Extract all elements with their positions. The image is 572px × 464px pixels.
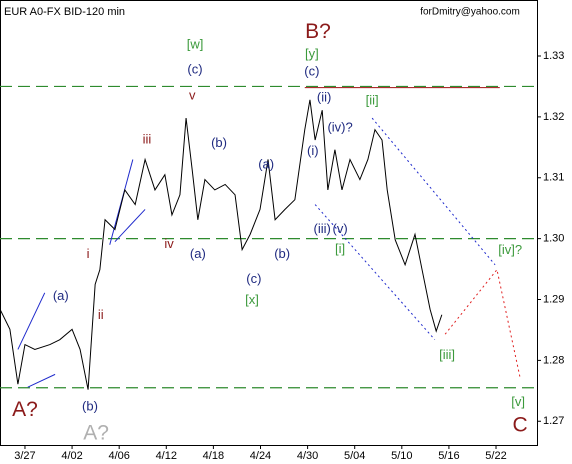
wave-label: [ii] bbox=[366, 92, 379, 107]
wave-label: (iv)? bbox=[327, 119, 352, 134]
wave-label: A? bbox=[83, 422, 109, 445]
x-tick-label: 4/24 bbox=[250, 450, 271, 462]
wave-label: (a) bbox=[53, 288, 69, 303]
wave-label: [v] bbox=[511, 394, 525, 409]
trendline bbox=[27, 373, 56, 388]
wave-label: ii bbox=[98, 307, 104, 322]
y-tick-label: 1.31 bbox=[543, 172, 564, 184]
trendline bbox=[114, 209, 146, 243]
wave-label: iii bbox=[143, 131, 152, 146]
wave-label: (c) bbox=[304, 63, 319, 78]
wave-label: (a) bbox=[258, 156, 274, 171]
trendline bbox=[371, 117, 496, 266]
x-tick-label: 4/18 bbox=[203, 450, 224, 462]
wave-label: (b) bbox=[274, 246, 290, 261]
wave-label: (v) bbox=[333, 221, 348, 236]
x-tick-label: 4/02 bbox=[61, 450, 82, 462]
price-line bbox=[0, 99, 443, 390]
trendline bbox=[17, 292, 46, 350]
wave-label: (b) bbox=[82, 399, 98, 414]
x-tick-label: 5/22 bbox=[485, 450, 506, 462]
wave-label: (c) bbox=[187, 61, 202, 76]
wave-label: [iii] bbox=[439, 347, 455, 362]
trendline bbox=[314, 204, 436, 341]
x-tick-label: 5/16 bbox=[438, 450, 459, 462]
wave-label: i bbox=[87, 246, 90, 261]
plot-frame bbox=[0, 0, 538, 446]
wave-label: [i] bbox=[335, 241, 345, 256]
x-tick-label: 4/12 bbox=[156, 450, 177, 462]
y-tick-label: 1.27 bbox=[543, 415, 564, 427]
x-tick-label: 4/30 bbox=[297, 450, 318, 462]
y-tick-label: 1.30 bbox=[543, 233, 564, 245]
wave-label: (a) bbox=[190, 246, 206, 261]
y-tick-label: 1.33 bbox=[543, 50, 564, 62]
trendline bbox=[444, 268, 521, 378]
wave-label: (iii) bbox=[314, 221, 331, 236]
x-tick-label: 3/27 bbox=[14, 450, 35, 462]
y-tick-label: 1.28 bbox=[543, 354, 564, 366]
wave-label: [y] bbox=[305, 46, 319, 61]
wave-label: (c) bbox=[246, 271, 261, 286]
wave-label: v bbox=[189, 88, 196, 103]
wave-label: B? bbox=[305, 20, 331, 43]
y-tick-label: 1.32 bbox=[543, 111, 564, 123]
plot-area bbox=[0, 85, 537, 390]
wave-label: C bbox=[512, 414, 527, 437]
wave-label: (b) bbox=[211, 135, 227, 150]
wave-label: (ii) bbox=[317, 89, 331, 104]
x-tick-label: 5/04 bbox=[344, 450, 365, 462]
chart-subtitle: forDmitry@yahoo.com bbox=[420, 7, 520, 18]
wave-label: [iv]? bbox=[498, 242, 522, 257]
chart-title: EUR A0-FX BID-120 min bbox=[4, 6, 125, 18]
x-tick-label: 5/10 bbox=[391, 450, 412, 462]
wave-label: A? bbox=[12, 398, 38, 421]
wave-label: [x] bbox=[245, 292, 259, 307]
x-tick-label: 4/06 bbox=[108, 450, 129, 462]
wave-label: [w] bbox=[187, 36, 204, 51]
y-tick-label: 1.29 bbox=[543, 293, 564, 305]
wave-label: iv bbox=[164, 236, 174, 251]
wave-label: (i) bbox=[307, 143, 319, 158]
